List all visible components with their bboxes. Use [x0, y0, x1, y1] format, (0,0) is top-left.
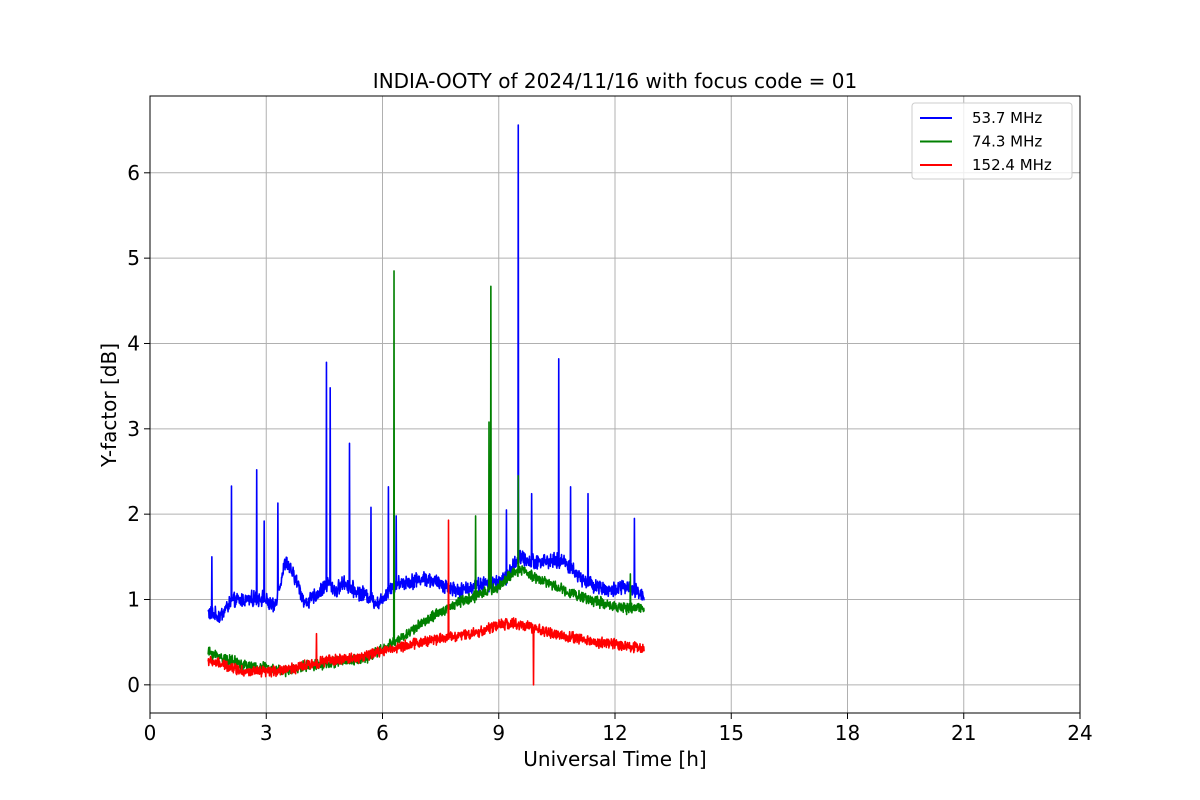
x-tick-label: 3: [260, 721, 273, 745]
legend-label: 74.3 MHz: [972, 133, 1042, 151]
y-axis-label: Y-factor [dB]: [97, 343, 121, 468]
legend: 53.7 MHz 74.3 MHz 152.4 MHz: [911, 102, 1073, 180]
y-tick-label: 0: [127, 673, 140, 697]
y-tick-label: 5: [127, 246, 140, 270]
x-tick-label: 21: [951, 721, 976, 745]
series-layer: [207, 124, 645, 686]
series-line: [207, 124, 645, 624]
y-tick-label: 1: [127, 587, 140, 611]
legend-label: 53.7 MHz: [972, 109, 1042, 127]
series-line: [207, 519, 645, 686]
grid-layer: [149, 96, 1081, 713]
x-tick-label: 9: [492, 721, 505, 745]
y-tick-label: 2: [127, 502, 140, 526]
y-tick-label: 6: [127, 161, 140, 185]
x-tick-label: 6: [376, 721, 389, 745]
chart-title: INDIA-OOTY of 2024/11/16 with focus code…: [373, 69, 857, 93]
x-axis-label: Universal Time [h]: [523, 747, 706, 771]
y-tick-label: 3: [127, 417, 140, 441]
x-tick-label: 18: [835, 721, 860, 745]
legend-label: 152.4 MHz: [972, 156, 1052, 174]
x-tick-label: 12: [602, 721, 627, 745]
x-tick-label: 0: [144, 721, 157, 745]
series-line: [207, 270, 645, 678]
x-tick-label: 15: [719, 721, 744, 745]
legend-box: [911, 102, 1073, 180]
x-tick-label: 24: [1067, 721, 1092, 745]
y-tick-label: 4: [127, 331, 140, 355]
